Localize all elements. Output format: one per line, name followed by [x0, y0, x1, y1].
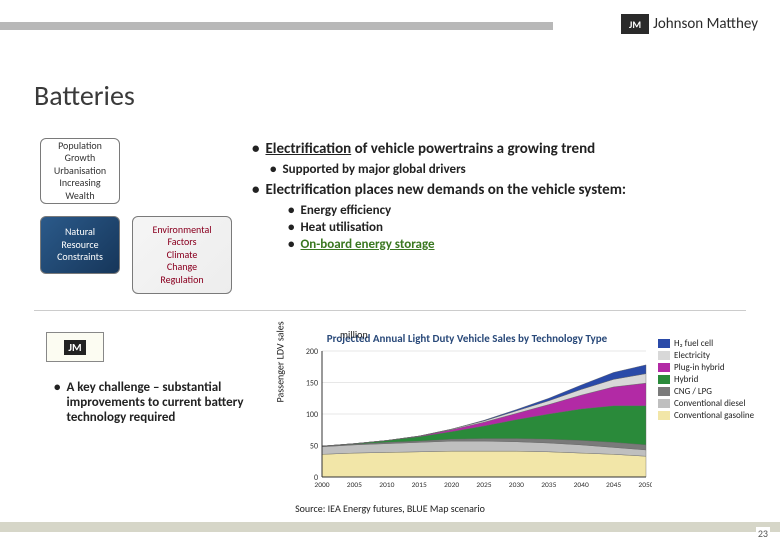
legend-item: H₂ fuel cell — [658, 338, 768, 349]
ldv-sales-chart: million Projected Annual Light Duty Vehi… — [282, 332, 652, 500]
svg-text:200: 200 — [306, 347, 318, 357]
chart-title: Projected Annual Light Duty Vehicle Sale… — [282, 332, 652, 345]
legend-item: CNG / LPG — [658, 386, 768, 397]
svg-text:2035: 2035 — [541, 481, 556, 490]
page-number: 23 — [756, 527, 770, 540]
driver-box-demographics: PopulationGrowthUrbanisationIncreasingWe… — [40, 138, 120, 204]
driver-box-resources: NaturalResourceConstraints — [40, 216, 120, 274]
bullet-onboard-storage: On-board energy storage — [288, 237, 762, 252]
legend-swatch — [658, 363, 670, 372]
svg-text:2020: 2020 — [444, 481, 459, 490]
legend-item: Conventional gasoline — [658, 410, 768, 421]
driver-box-environment: EnvironmentalFactorsClimateChangeRegulat… — [132, 216, 232, 294]
legend-item: Hybrid — [658, 374, 768, 385]
main-bullet-list: Electrification of vehicle powertrains a… — [252, 140, 762, 254]
chart-plot: 0501001502002000200520102015202020252030… — [282, 347, 652, 495]
brand-logo-small-mark: JM — [64, 340, 85, 355]
legend-label: Electricity — [674, 350, 710, 361]
brand-logo: JM Johnson Matthey — [621, 14, 758, 34]
svg-text:2015: 2015 — [412, 481, 427, 490]
header-accent-bar — [0, 22, 553, 30]
page-title: Batteries — [34, 78, 135, 113]
chart-source: Source: IEA Energy futures, BLUE Map sce… — [0, 502, 780, 515]
svg-text:2025: 2025 — [476, 481, 491, 490]
svg-text:150: 150 — [306, 379, 318, 389]
svg-text:2050: 2050 — [638, 481, 652, 490]
legend-label: Plug-in hybrid — [674, 362, 725, 373]
legend-swatch — [658, 351, 670, 360]
chart-y-axis-label: Passenger LDV sales — [274, 321, 287, 402]
legend-item: Conventional diesel — [658, 398, 768, 409]
svg-text:2030: 2030 — [509, 481, 524, 490]
legend-swatch — [658, 411, 670, 420]
legend-item: Plug-in hybrid — [658, 362, 768, 373]
svg-text:100: 100 — [306, 410, 318, 420]
legend-swatch — [658, 339, 670, 348]
bullet-heat-utilisation: Heat utilisation — [288, 220, 762, 235]
svg-text:2045: 2045 — [606, 481, 621, 490]
bullet-new-demands: Electrification places new demands on th… — [252, 181, 762, 199]
svg-text:2005: 2005 — [347, 481, 362, 490]
svg-text:2040: 2040 — [574, 481, 589, 490]
legend-label: H₂ fuel cell — [674, 338, 713, 349]
svg-text:50: 50 — [310, 442, 318, 452]
bullet-energy-efficiency: Energy efficiency — [288, 203, 762, 218]
svg-text:2010: 2010 — [379, 481, 394, 490]
svg-text:2000: 2000 — [314, 481, 329, 490]
legend-swatch — [658, 387, 670, 396]
chart-unit-label: million — [340, 328, 368, 341]
legend-item: Electricity — [658, 350, 768, 361]
bullet-global-drivers: Supported by major global drivers — [270, 162, 762, 177]
brand-logo-small: JM — [46, 332, 104, 362]
legend-label: Conventional diesel — [674, 398, 745, 409]
challenge-text: A key challenge – substantial improvemen… — [54, 380, 264, 425]
brand-logo-text: Johnson Matthey — [653, 15, 758, 33]
chart-legend: H₂ fuel cellElectricityPlug-in hybridHyb… — [658, 338, 768, 422]
legend-swatch — [658, 375, 670, 384]
legend-label: CNG / LPG — [674, 386, 712, 397]
section-divider — [34, 310, 746, 311]
legend-swatch — [658, 399, 670, 408]
footer-accent-bar — [0, 522, 780, 532]
legend-label: Conventional gasoline — [674, 410, 754, 421]
brand-logo-mark: JM — [621, 14, 649, 34]
bullet-electrification-trend: Electrification of vehicle powertrains a… — [252, 140, 762, 158]
legend-label: Hybrid — [674, 374, 698, 385]
